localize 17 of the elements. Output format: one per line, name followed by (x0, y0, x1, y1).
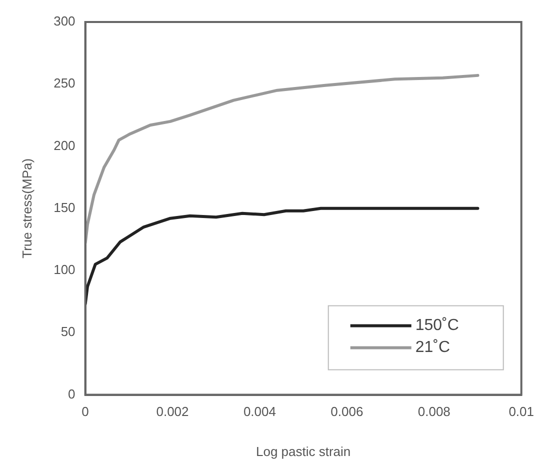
y-tick-label: 300 (54, 14, 76, 29)
y-tick-label: 0 (68, 386, 76, 402)
y-tick-label: 200 (54, 138, 76, 153)
legend-label: 21˚C (415, 339, 450, 356)
x-tick-label: 0.008 (418, 404, 450, 420)
x-tick-label: 0 (82, 404, 89, 420)
x-tick-label: 0.01 (508, 404, 534, 420)
x-tick-label: 0.004 (243, 404, 276, 420)
y-axis-title: True stress(MPa) (19, 158, 34, 258)
y-tick-label: 250 (54, 76, 76, 91)
x-axis-title: Log pastic strain (256, 444, 351, 459)
y-tick-label: 150 (54, 200, 76, 215)
y-tick-label: 50 (60, 324, 76, 340)
legend-label: 150˚C (415, 317, 459, 334)
y-tick-label: 100 (54, 262, 76, 278)
x-tick-label: 0.002 (156, 404, 189, 420)
x-tick-label: 0.006 (330, 404, 364, 420)
